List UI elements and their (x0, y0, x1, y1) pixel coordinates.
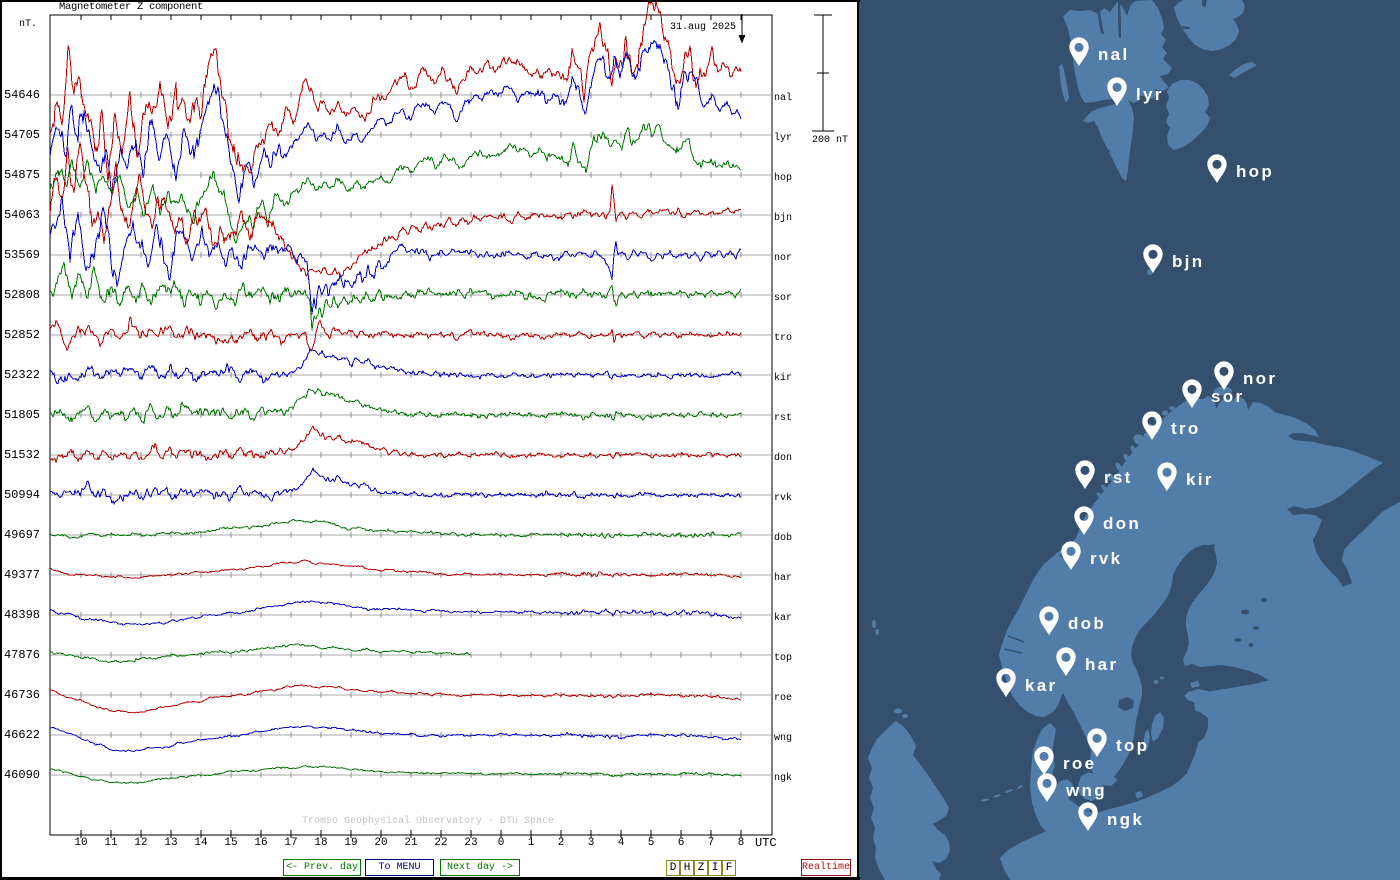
svg-text:lyr: lyr (1136, 85, 1164, 104)
svg-text:rst: rst (1104, 468, 1133, 487)
svg-text:dob: dob (1068, 614, 1106, 633)
svg-text:kar: kar (1025, 676, 1057, 695)
svg-text:kir: kir (1186, 470, 1214, 489)
svg-text:don: don (1103, 514, 1141, 533)
svg-text:sor: sor (1211, 387, 1244, 406)
svg-text:top: top (1116, 736, 1149, 755)
svg-text:ngk: ngk (1107, 810, 1144, 829)
svg-text:tro: tro (1171, 419, 1201, 438)
svg-text:roe: roe (1063, 754, 1096, 773)
svg-text:har: har (1085, 655, 1118, 674)
svg-text:hop: hop (1236, 162, 1274, 181)
svg-text:nor: nor (1243, 369, 1277, 388)
svg-text:rvk: rvk (1090, 549, 1122, 568)
svg-text:bjn: bjn (1172, 252, 1204, 271)
svg-text:wng: wng (1065, 781, 1107, 800)
svg-text:nal: nal (1098, 45, 1129, 64)
